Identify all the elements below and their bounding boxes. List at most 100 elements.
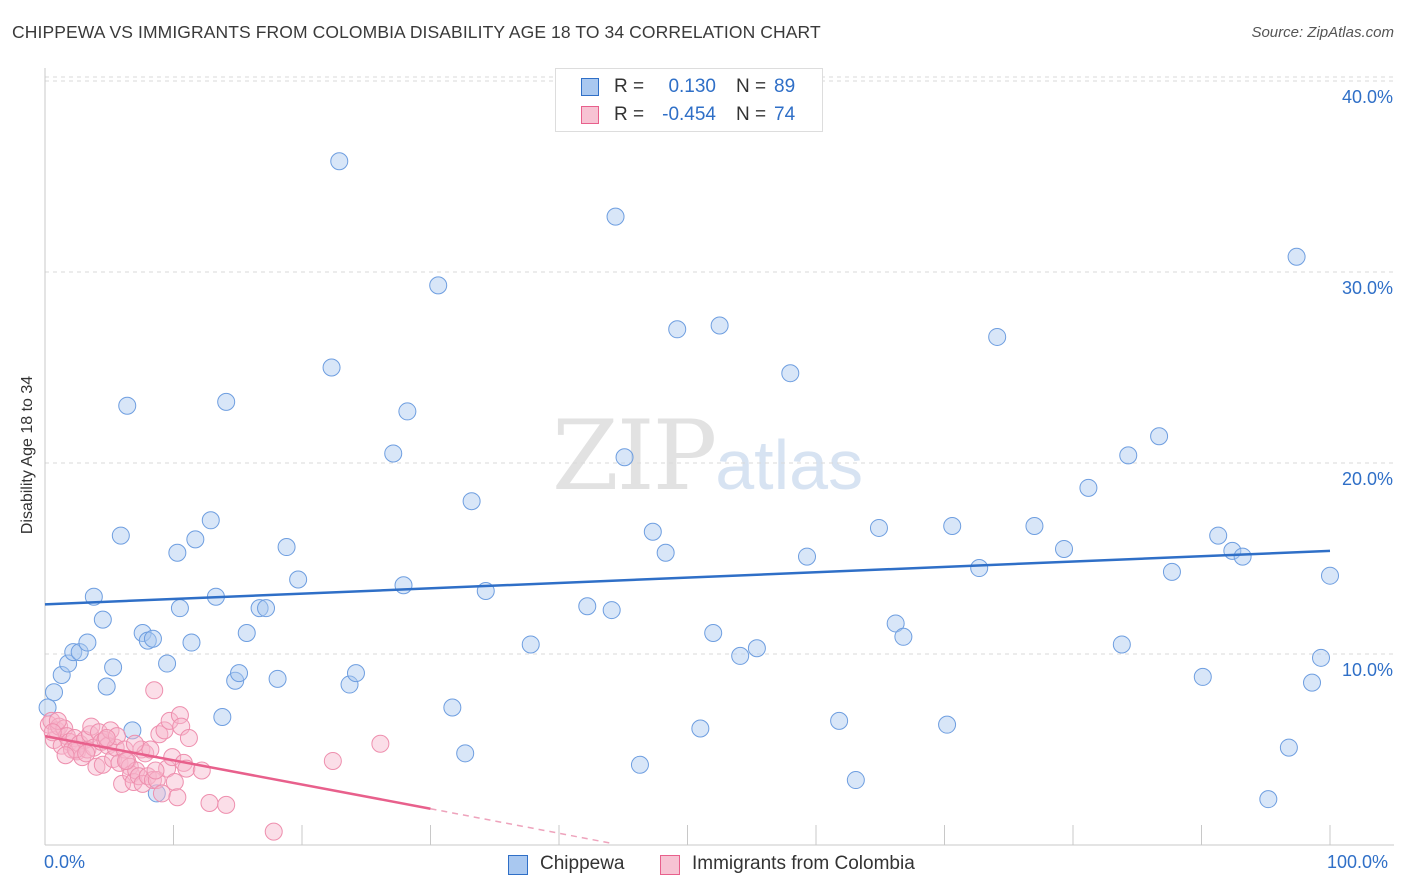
chippewa-point: [52, 666, 71, 685]
chippewa-point: [462, 492, 481, 511]
chippewa-point: [346, 664, 365, 683]
chippewa-point: [970, 559, 989, 578]
colombia-point: [168, 788, 187, 807]
y-tick-label-30: 30.0%: [1341, 278, 1393, 298]
chippewa-point: [988, 327, 1007, 346]
legend-r-value: 0.130: [668, 76, 716, 97]
colombia-point: [116, 751, 135, 770]
chippewa-point: [147, 784, 166, 803]
chippewa-point: [894, 627, 913, 646]
legend-swatch-blue: [581, 78, 599, 96]
chippewa-point: [1233, 547, 1252, 566]
chippewa-point: [250, 599, 269, 618]
chippewa-point: [869, 518, 888, 537]
chippewa-point: [615, 448, 634, 467]
chippewa-point: [170, 599, 189, 618]
colombia-point: [48, 711, 67, 730]
chippewa-point: [1112, 635, 1131, 654]
legend-r-label: R =: [614, 104, 645, 125]
legend-n-label: N =: [736, 76, 767, 97]
colombia-point: [165, 772, 184, 791]
bottom-legend-label: Immigrants from Colombia: [692, 853, 915, 874]
colombia-point: [125, 734, 144, 753]
chippewa-point: [1279, 738, 1298, 757]
chippewa-point: [168, 543, 187, 562]
colombia-point: [113, 774, 132, 793]
chippewa-point: [943, 517, 962, 536]
chippewa-point: [340, 675, 359, 694]
chippewa-point: [456, 744, 475, 763]
chippewa-point: [1079, 478, 1098, 497]
chippewa-point: [938, 715, 957, 734]
colombia-point: [97, 729, 116, 748]
chippewa-point: [710, 316, 729, 335]
colombia-point: [155, 721, 174, 740]
chippewa-point: [1303, 673, 1322, 692]
chippewa-point: [330, 152, 349, 171]
colombia-trendline-extension: [430, 807, 611, 844]
chippewa-point: [443, 698, 462, 717]
watermark-atlas: atlas: [715, 426, 864, 504]
chippewa-point: [886, 614, 905, 633]
colombia-point: [152, 784, 171, 803]
chippewa-point: [268, 669, 287, 688]
bottom-legend-label: Chippewa: [540, 853, 625, 874]
chippewa-point: [747, 639, 766, 658]
chippewa-point: [1025, 517, 1044, 536]
x-tick-label-max: 100.0%: [1327, 852, 1389, 872]
chippewa-point: [398, 402, 417, 421]
colombia-point: [179, 729, 198, 748]
chippewa-point: [798, 547, 817, 566]
chippewa-point: [1321, 566, 1339, 585]
chippewa-point: [118, 396, 137, 415]
correlation-legend: R = 0.130 N = 89 R = -0.454 N = 74: [555, 68, 823, 132]
chippewa-point: [691, 719, 710, 738]
y-tick-label-40: 40.0%: [1341, 87, 1393, 107]
colombia-point: [145, 681, 164, 700]
chippewa-point: [1162, 562, 1181, 581]
chippewa-point: [78, 633, 97, 652]
chippewa-point: [158, 654, 177, 673]
colombia-point: [56, 746, 75, 765]
legend-n-value: 74: [774, 104, 796, 125]
chippewa-point: [213, 708, 232, 727]
legend-row-colombia: R = -0.454 N = 74: [556, 101, 822, 129]
chippewa-point: [237, 623, 256, 642]
chippewa-point: [104, 658, 123, 677]
chippewa-point: [1150, 427, 1169, 446]
colombia-point: [170, 706, 189, 725]
colombia-point: [87, 757, 106, 776]
colombia-point: [77, 744, 96, 763]
chippewa-point: [1287, 247, 1306, 266]
legend-r-value: -0.454: [662, 104, 716, 125]
chippewa-point: [97, 677, 116, 696]
legend-n-value: 89: [774, 76, 796, 97]
chippewa-point: [59, 654, 78, 673]
chippewa-point: [111, 526, 130, 545]
chippewa-point: [781, 364, 800, 383]
chippewa-point: [186, 530, 205, 549]
bottom-legend-swatch-pink: [660, 855, 680, 875]
chippewa-point: [1312, 648, 1331, 667]
bottom-legend-swatch-blue: [508, 855, 528, 875]
y-tick-label-10: 10.0%: [1341, 660, 1393, 680]
chippewa-point: [1209, 526, 1228, 545]
colombia-point: [264, 822, 283, 841]
chippewa-point: [656, 543, 675, 562]
colombia-point: [371, 734, 390, 753]
chippewa-point: [630, 755, 649, 774]
chippewa-point: [257, 599, 276, 618]
chippewa-point: [1119, 446, 1138, 465]
chippewa-point: [731, 646, 750, 665]
chippewa-point: [704, 623, 723, 642]
chippewa-point: [230, 664, 249, 683]
chippewa-point: [602, 601, 621, 620]
chippewa-point: [201, 511, 220, 530]
colombia-point: [146, 761, 165, 780]
legend-n-label: N =: [736, 104, 767, 125]
chippewa-point: [578, 597, 597, 616]
colombia-point: [323, 751, 342, 770]
chippewa-point: [429, 276, 448, 295]
chippewa-point: [384, 444, 403, 463]
